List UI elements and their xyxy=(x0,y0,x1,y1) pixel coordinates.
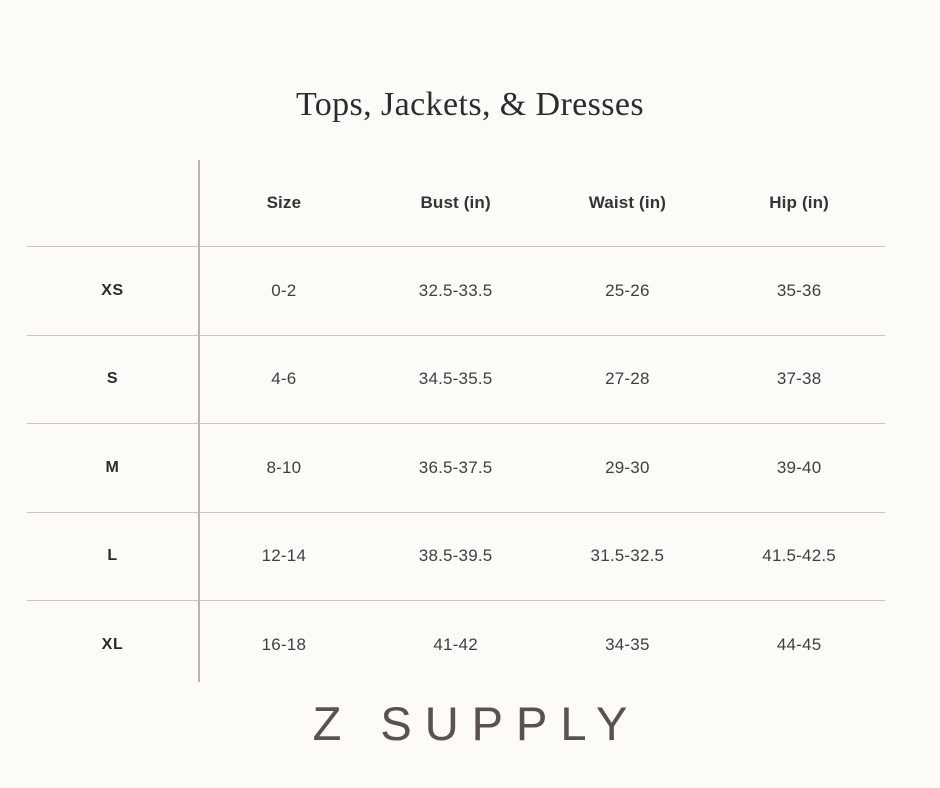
cell-m-hip: 39-40 xyxy=(713,423,885,512)
table-row: S 4-6 34.5-35.5 27-28 37-38 xyxy=(27,334,885,424)
column-header-blank xyxy=(27,160,198,247)
cell-xs-waist: 25-26 xyxy=(541,246,714,335)
size-label-xl: XL xyxy=(27,600,198,689)
cell-xl-waist: 34-35 xyxy=(541,600,714,689)
cell-xl-bust: 41-42 xyxy=(369,600,542,689)
cell-m-bust: 36.5-37.5 xyxy=(369,423,542,512)
cell-l-size: 12-14 xyxy=(198,511,370,601)
cell-s-bust: 34.5-35.5 xyxy=(369,334,542,424)
size-label-l: L xyxy=(27,511,198,601)
cell-l-waist: 31.5-32.5 xyxy=(541,511,714,601)
cell-xl-hip: 44-45 xyxy=(713,600,885,689)
cell-xs-bust: 32.5-33.5 xyxy=(369,246,542,335)
cell-l-hip: 41.5-42.5 xyxy=(713,511,885,601)
cell-xs-size: 0-2 xyxy=(198,246,370,335)
cell-s-waist: 27-28 xyxy=(541,334,714,424)
column-header-waist: Waist (in) xyxy=(588,193,667,212)
size-label-s: S xyxy=(27,334,198,424)
table-header-row: Size Bust (in) Waist (in) Hip (in) xyxy=(27,160,885,247)
cell-xl-size: 16-18 xyxy=(198,600,370,689)
size-label-m: M xyxy=(27,423,198,512)
table-row: XS 0-2 32.5-33.5 25-26 35-36 xyxy=(27,246,885,335)
cell-m-waist: 29-30 xyxy=(541,423,714,512)
page-title: Tops, Jackets, & Dresses xyxy=(295,86,645,123)
cell-l-bust: 38.5-39.5 xyxy=(369,511,542,601)
cell-xs-hip: 35-36 xyxy=(713,246,885,335)
table-row: L 12-14 38.5-39.5 31.5-32.5 41.5-42.5 xyxy=(27,511,885,601)
column-header-size: Size xyxy=(266,193,302,212)
size-label-xs: XS xyxy=(27,246,198,335)
column-header-bust: Bust (in) xyxy=(420,193,491,212)
table-row: M 8-10 36.5-37.5 29-30 39-40 xyxy=(27,423,885,512)
brand-wordmark: Z SUPPLY xyxy=(312,697,641,750)
cell-m-size: 8-10 xyxy=(198,423,370,512)
cell-s-hip: 37-38 xyxy=(713,334,885,424)
size-chart-table: Size Bust (in) Waist (in) Hip (in) XS 0-… xyxy=(27,160,885,689)
column-header-hip: Hip (in) xyxy=(769,193,829,212)
table-vertical-divider xyxy=(198,160,200,682)
table-row: XL 16-18 41-42 34-35 44-45 xyxy=(27,600,885,689)
cell-s-size: 4-6 xyxy=(198,334,370,424)
